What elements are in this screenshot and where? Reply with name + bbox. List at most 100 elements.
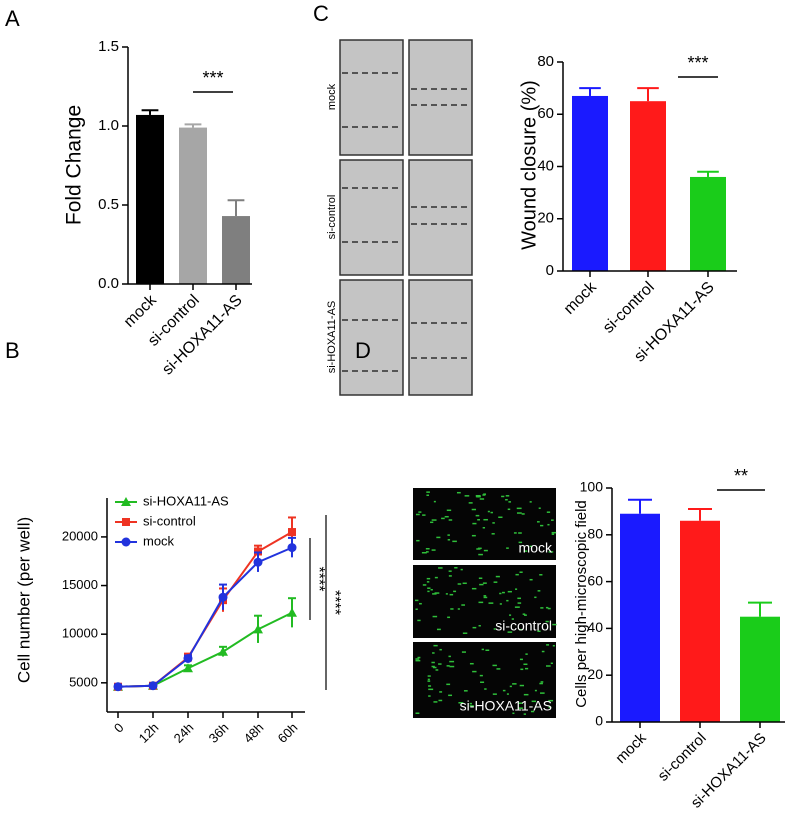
cell-speck xyxy=(471,587,477,590)
cell-speck xyxy=(427,590,430,593)
cell-speck xyxy=(464,495,470,497)
cell-speck xyxy=(472,626,477,629)
cell-speck xyxy=(531,700,537,703)
cell-speck xyxy=(529,501,532,503)
cell-speck xyxy=(431,519,437,521)
cell-speck xyxy=(447,539,451,541)
cell-speck xyxy=(433,644,438,647)
cell-speck xyxy=(448,694,453,697)
cell-speck xyxy=(434,576,438,579)
x-tick-label: mock xyxy=(612,729,650,767)
series-line xyxy=(117,531,293,688)
cell-speck xyxy=(487,510,490,513)
cell-speck xyxy=(447,534,450,536)
cell-speck xyxy=(449,660,455,663)
y-tick-label: 60 xyxy=(537,105,554,122)
cell-speck xyxy=(537,521,540,523)
cell-speck xyxy=(546,511,551,513)
cell-speck xyxy=(427,587,431,589)
cell-speck xyxy=(452,540,457,543)
cell-speck xyxy=(482,527,486,529)
cell-speck xyxy=(469,662,474,665)
cell-speck xyxy=(469,702,472,705)
cell-speck xyxy=(430,521,434,524)
y-tick-label: 15000 xyxy=(62,577,98,592)
cell-speck xyxy=(493,581,498,583)
cell-speck xyxy=(454,567,458,569)
cell-speck xyxy=(432,615,438,618)
cell-speck xyxy=(519,658,523,661)
cell-speck xyxy=(415,659,421,662)
cell-speck xyxy=(415,599,419,602)
cell-speck xyxy=(505,498,508,501)
cell-speck xyxy=(483,493,487,495)
cell-speck xyxy=(433,701,438,703)
bar xyxy=(572,95,608,272)
significance-label: *** xyxy=(687,53,708,73)
cell-speck xyxy=(523,550,528,552)
cell-speck xyxy=(417,619,421,622)
cell-speck xyxy=(438,567,443,569)
y-tick-label: 80 xyxy=(587,526,603,542)
cell-speck xyxy=(540,692,545,694)
cell-speck xyxy=(435,669,439,671)
cell-speck xyxy=(482,582,487,584)
cell-speck xyxy=(421,551,427,554)
series-line xyxy=(117,546,293,688)
y-tick-label: 20 xyxy=(587,666,603,682)
x-tick-label: si-HOXA11-AS xyxy=(159,292,246,379)
cell-speck xyxy=(502,689,506,692)
marker xyxy=(183,654,193,663)
cell-speck xyxy=(461,604,466,606)
series-line xyxy=(117,611,293,688)
cell-speck xyxy=(475,495,481,498)
y-tick-label: 20000 xyxy=(62,528,98,543)
cell-speck xyxy=(475,494,481,497)
cell-speck xyxy=(548,699,554,702)
cell-speck xyxy=(478,553,483,556)
cell-speck xyxy=(472,670,477,673)
cell-speck xyxy=(519,628,523,631)
bar xyxy=(179,127,207,284)
cell-speck xyxy=(416,539,420,542)
cell-speck xyxy=(428,695,431,697)
panel-letter: C xyxy=(313,1,329,26)
cell-speck xyxy=(545,665,551,667)
bar xyxy=(222,216,250,284)
cell-speck xyxy=(505,495,510,497)
cell-speck xyxy=(493,628,496,630)
y-axis-title: Cell number (per well) xyxy=(14,517,33,683)
x-tick-label: 60h xyxy=(275,720,301,746)
cell-speck xyxy=(415,658,420,660)
image-label: si-control xyxy=(326,195,338,240)
cell-speck xyxy=(446,683,451,686)
bar xyxy=(620,513,660,722)
cell-speck xyxy=(448,655,451,658)
x-tick-label: si-control xyxy=(600,279,658,337)
cell-speck xyxy=(537,590,541,592)
y-tick-label: 10000 xyxy=(62,626,98,641)
cell-speck xyxy=(518,707,523,709)
panel-letter: B xyxy=(5,338,20,363)
y-tick-label: 40 xyxy=(587,619,603,635)
y-tick-label: 20 xyxy=(537,210,554,227)
micrograph xyxy=(408,279,473,396)
marker xyxy=(253,624,263,634)
cell-speck xyxy=(546,644,550,646)
cell-speck xyxy=(438,663,442,665)
cell-speck xyxy=(540,681,544,683)
marker xyxy=(287,543,297,553)
cell-speck xyxy=(478,625,481,627)
cell-speck xyxy=(426,494,429,497)
cell-speck xyxy=(457,608,460,610)
micrograph xyxy=(339,39,404,156)
y-tick-label: 0.5 xyxy=(98,196,119,213)
legend-label: si-control xyxy=(143,513,196,528)
bar xyxy=(680,520,720,722)
cell-speck xyxy=(456,491,461,494)
cell-speck xyxy=(417,656,421,659)
cell-speck xyxy=(521,513,525,515)
bar xyxy=(630,101,666,271)
micrograph xyxy=(339,279,404,396)
